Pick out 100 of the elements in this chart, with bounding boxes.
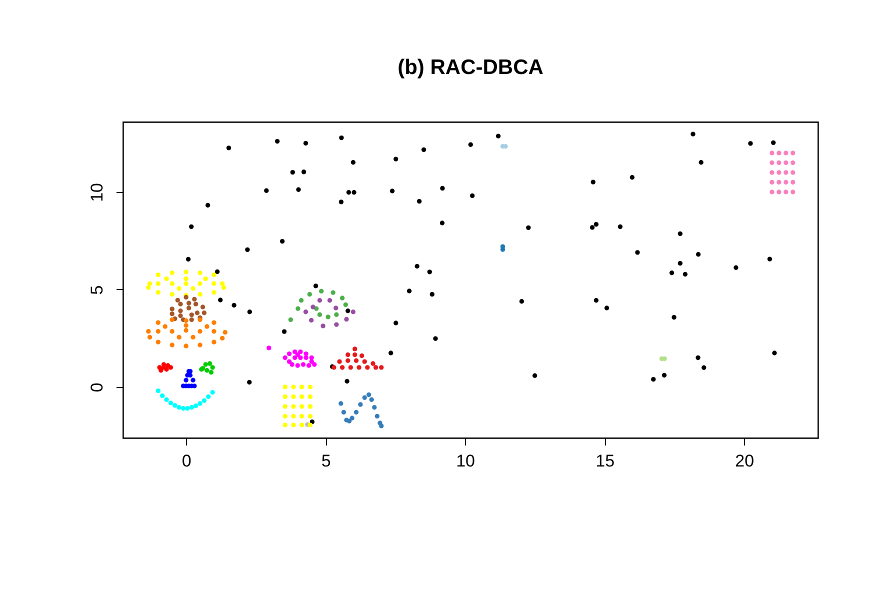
point bbox=[308, 404, 313, 409]
point bbox=[168, 365, 174, 370]
point bbox=[176, 405, 182, 410]
point bbox=[203, 362, 208, 367]
point bbox=[147, 334, 152, 340]
point bbox=[299, 384, 304, 390]
point bbox=[193, 302, 198, 306]
point bbox=[776, 160, 782, 166]
point bbox=[170, 270, 174, 276]
point bbox=[282, 414, 288, 419]
point bbox=[220, 281, 225, 286]
point bbox=[202, 310, 207, 316]
point bbox=[184, 276, 188, 282]
y-tick-label: 5 bbox=[88, 285, 106, 295]
point bbox=[282, 384, 288, 390]
point bbox=[304, 351, 308, 356]
point bbox=[356, 365, 362, 370]
point bbox=[156, 340, 160, 344]
point bbox=[156, 388, 160, 394]
point bbox=[334, 312, 339, 317]
point bbox=[291, 422, 296, 428]
point bbox=[198, 401, 202, 406]
point bbox=[180, 406, 186, 411]
point bbox=[790, 150, 796, 156]
point bbox=[308, 384, 313, 390]
point bbox=[164, 276, 169, 282]
point bbox=[379, 365, 384, 370]
point bbox=[784, 180, 788, 185]
point bbox=[210, 390, 215, 395]
point bbox=[320, 324, 326, 328]
point bbox=[776, 150, 782, 156]
point bbox=[186, 306, 192, 310]
point bbox=[198, 270, 202, 276]
point bbox=[309, 355, 314, 360]
point bbox=[308, 422, 313, 428]
point bbox=[164, 397, 169, 402]
point bbox=[291, 404, 296, 409]
point bbox=[330, 290, 336, 295]
point bbox=[298, 349, 303, 354]
point bbox=[790, 160, 796, 166]
point bbox=[156, 290, 160, 295]
point bbox=[362, 395, 367, 400]
point bbox=[334, 322, 339, 327]
point bbox=[194, 310, 200, 316]
point bbox=[346, 418, 352, 424]
point bbox=[193, 403, 198, 408]
x-tick-label: 20 bbox=[735, 452, 754, 470]
point bbox=[776, 190, 782, 194]
point bbox=[291, 384, 296, 390]
point bbox=[222, 330, 228, 335]
point bbox=[200, 304, 206, 310]
point bbox=[308, 414, 313, 419]
point bbox=[338, 401, 344, 406]
point bbox=[290, 362, 294, 367]
point bbox=[379, 424, 384, 428]
point bbox=[178, 302, 183, 306]
point bbox=[340, 296, 345, 300]
point bbox=[206, 394, 211, 400]
point bbox=[296, 306, 300, 311]
point bbox=[295, 352, 300, 358]
point bbox=[299, 414, 304, 419]
point bbox=[359, 353, 364, 358]
point bbox=[176, 334, 182, 340]
point bbox=[184, 323, 188, 328]
point bbox=[176, 286, 182, 291]
point bbox=[770, 160, 774, 166]
point bbox=[282, 422, 288, 428]
point bbox=[170, 306, 174, 312]
point bbox=[372, 405, 377, 410]
point bbox=[369, 397, 374, 402]
point bbox=[298, 355, 303, 360]
point bbox=[790, 170, 796, 175]
point bbox=[189, 312, 194, 318]
point bbox=[790, 180, 796, 185]
chart-title: (b) RAC-DBCA bbox=[398, 56, 544, 79]
point bbox=[292, 349, 298, 354]
point bbox=[170, 292, 174, 297]
point bbox=[784, 170, 788, 175]
point bbox=[312, 362, 317, 367]
point bbox=[326, 314, 330, 320]
point bbox=[192, 296, 197, 302]
point bbox=[770, 190, 774, 194]
point bbox=[317, 298, 322, 303]
point bbox=[308, 318, 314, 323]
point bbox=[286, 359, 292, 364]
point bbox=[374, 414, 380, 419]
point bbox=[346, 352, 350, 358]
point bbox=[184, 281, 188, 286]
point bbox=[350, 310, 356, 314]
point bbox=[146, 329, 151, 334]
point bbox=[362, 359, 367, 364]
point bbox=[210, 365, 215, 370]
point bbox=[341, 410, 346, 415]
point bbox=[220, 336, 225, 341]
point bbox=[327, 298, 332, 303]
point bbox=[790, 190, 796, 194]
point bbox=[343, 302, 348, 307]
point bbox=[307, 292, 312, 297]
point bbox=[291, 414, 296, 419]
point bbox=[178, 313, 183, 318]
